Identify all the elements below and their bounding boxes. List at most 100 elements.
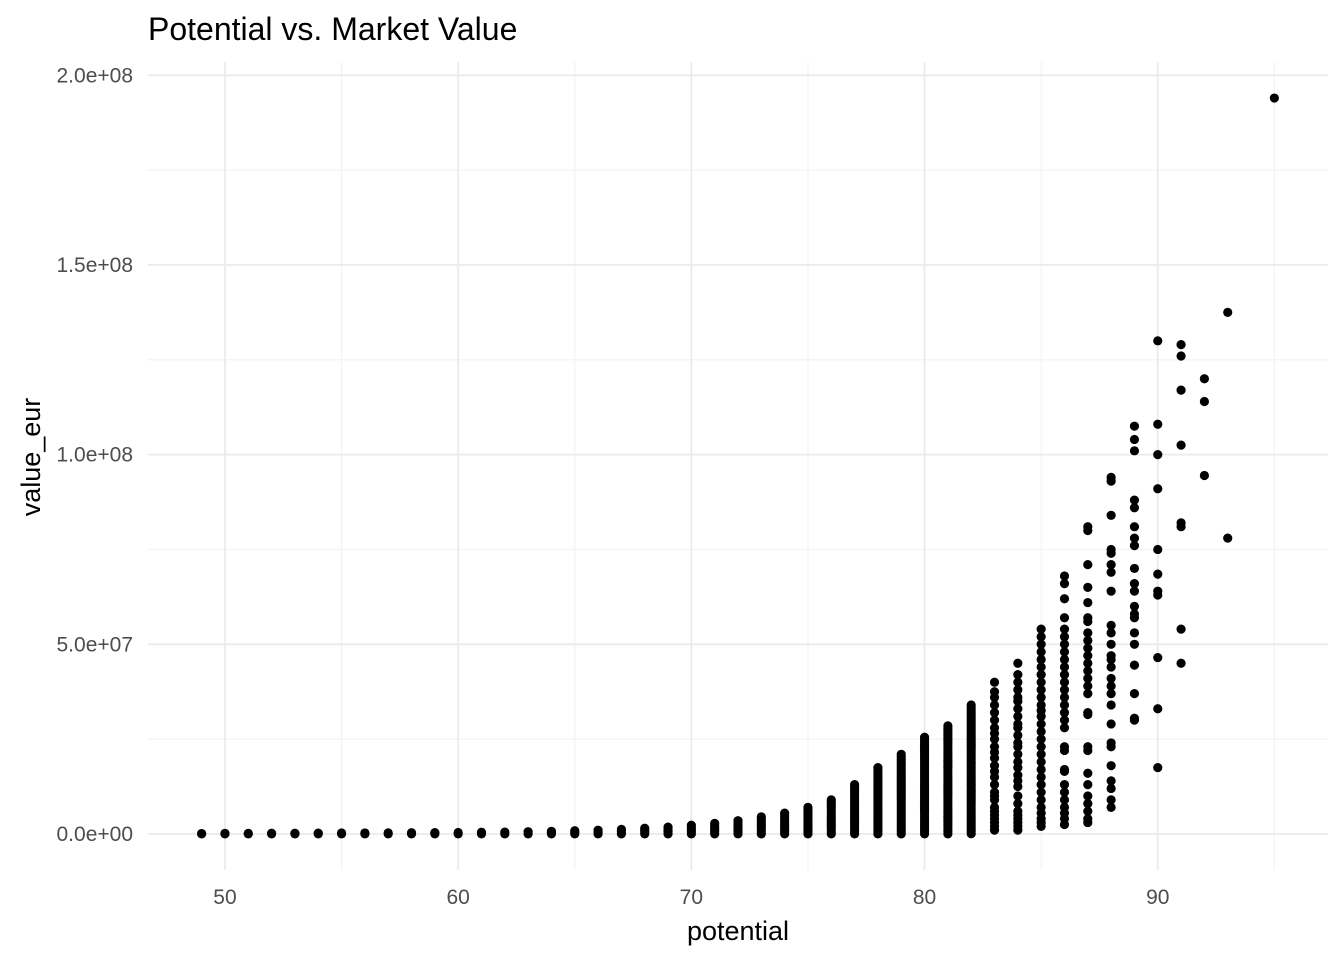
x-tick-label: 90 — [1146, 886, 1169, 909]
x-axis-ticks: 50 60 70 80 90 — [213, 886, 1169, 909]
data-point — [1129, 522, 1140, 532]
data-point — [1013, 711, 1023, 721]
data-point — [1083, 635, 1093, 646]
data-point — [989, 692, 1000, 702]
data-point — [989, 734, 1000, 744]
data-point — [1199, 374, 1210, 384]
data-point — [1106, 639, 1116, 649]
data-point — [1059, 677, 1070, 687]
data-point — [873, 762, 883, 773]
data-point — [360, 828, 370, 838]
data-point — [989, 780, 1000, 790]
x-axis-title: potential — [687, 916, 789, 946]
data-point — [1106, 628, 1116, 638]
data-point — [1036, 757, 1046, 767]
data-point — [1083, 651, 1093, 661]
data-point — [1036, 795, 1046, 805]
data-point — [1036, 639, 1046, 649]
data-point — [756, 812, 766, 822]
data-point — [1176, 351, 1186, 361]
data-point — [336, 828, 347, 838]
data-point — [570, 826, 580, 836]
data-point — [1199, 470, 1210, 481]
data-point — [1106, 700, 1116, 710]
data-point — [1129, 503, 1140, 513]
data-point — [1083, 560, 1093, 570]
data-point — [1176, 440, 1186, 450]
data-point — [1176, 340, 1186, 350]
data-point — [1153, 590, 1163, 600]
data-point — [1129, 421, 1140, 431]
data-point — [1083, 597, 1093, 608]
data-point — [1106, 548, 1116, 558]
data-point — [1106, 662, 1116, 672]
y-tick-label: 1.0e+08 — [57, 444, 134, 467]
data-point — [1059, 654, 1070, 665]
data-point — [1059, 613, 1070, 623]
y-tick-label: 5.0e+07 — [57, 633, 134, 656]
data-point — [383, 828, 393, 838]
data-point — [1036, 726, 1046, 737]
data-point — [1106, 681, 1116, 691]
data-point — [1059, 624, 1070, 634]
data-point — [220, 828, 230, 838]
data-point — [1106, 620, 1116, 630]
data-point — [1106, 654, 1116, 665]
data-point — [1176, 385, 1186, 395]
data-point — [1106, 560, 1116, 570]
data-point — [546, 826, 557, 836]
x-tick-label: 60 — [446, 886, 469, 909]
data-point — [1083, 616, 1093, 627]
data-point — [1059, 662, 1070, 672]
data-point — [1083, 806, 1093, 816]
data-point — [1083, 799, 1093, 809]
data-point — [919, 732, 930, 742]
data-point — [989, 715, 1000, 725]
data-point — [313, 828, 323, 838]
data-point — [1036, 734, 1046, 744]
data-point — [780, 808, 790, 818]
data-point — [1036, 624, 1046, 634]
data-point — [1129, 563, 1140, 574]
data-point — [1083, 780, 1093, 790]
data-point — [966, 700, 976, 710]
data-point — [943, 721, 953, 731]
data-point — [1059, 819, 1070, 830]
data-point — [1059, 795, 1070, 805]
plot-grid — [148, 62, 1328, 870]
data-point — [1036, 787, 1046, 797]
data-point — [1036, 719, 1046, 729]
data-point — [616, 824, 626, 835]
data-point — [1059, 766, 1070, 776]
data-point — [1083, 709, 1093, 720]
x-tick-label: 70 — [680, 886, 703, 909]
data-point — [1059, 632, 1070, 642]
data-point — [1153, 484, 1163, 494]
data-point — [1013, 658, 1023, 668]
data-point — [1153, 419, 1163, 429]
data-point — [896, 749, 906, 759]
data-point — [1176, 624, 1186, 634]
data-point — [1106, 742, 1116, 752]
data-point — [1269, 93, 1279, 103]
data-point — [523, 827, 533, 837]
data-point — [1106, 795, 1116, 805]
data-point — [1083, 689, 1093, 699]
data-point — [1129, 639, 1140, 649]
data-point — [1106, 510, 1116, 520]
data-point — [733, 816, 743, 826]
data-point — [1059, 692, 1070, 702]
data-point — [1036, 742, 1046, 752]
data-point — [1036, 677, 1046, 687]
data-point — [1036, 654, 1046, 665]
data-point — [1013, 781, 1023, 792]
data-point — [1083, 768, 1093, 778]
data-point — [1013, 749, 1023, 759]
data-point — [1129, 541, 1140, 551]
data-points — [197, 93, 1279, 839]
data-point — [1036, 692, 1046, 702]
data-point — [1176, 658, 1186, 668]
x-tick-label: 80 — [913, 886, 936, 909]
data-point — [1129, 628, 1140, 638]
data-point — [1013, 825, 1023, 835]
